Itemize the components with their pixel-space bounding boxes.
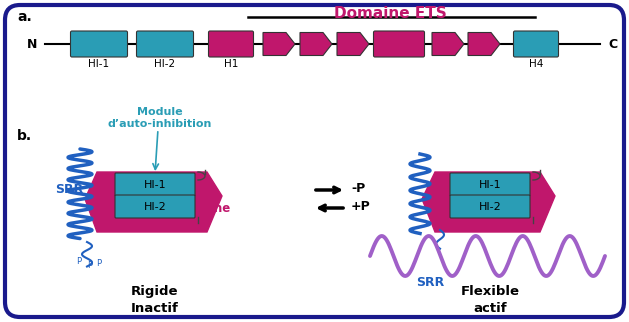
- Text: a.: a.: [17, 10, 31, 24]
- FancyBboxPatch shape: [136, 31, 194, 57]
- Text: HI-1: HI-1: [479, 179, 501, 190]
- Polygon shape: [422, 172, 555, 232]
- FancyBboxPatch shape: [208, 31, 253, 57]
- FancyBboxPatch shape: [374, 31, 425, 57]
- Text: Domaine ETS: Domaine ETS: [333, 6, 447, 21]
- Text: H1: H1: [224, 59, 238, 69]
- Text: +P: +P: [351, 201, 370, 213]
- FancyBboxPatch shape: [115, 173, 195, 196]
- Text: P: P: [87, 261, 92, 270]
- Polygon shape: [432, 33, 464, 55]
- FancyBboxPatch shape: [450, 173, 530, 196]
- FancyBboxPatch shape: [70, 31, 128, 57]
- Polygon shape: [263, 33, 295, 55]
- Text: b.: b.: [17, 129, 32, 143]
- Text: HI-1: HI-1: [143, 179, 166, 190]
- Text: -P: -P: [351, 182, 365, 194]
- FancyBboxPatch shape: [513, 31, 559, 57]
- Text: HI-2: HI-2: [155, 59, 175, 69]
- Polygon shape: [468, 33, 500, 55]
- Text: HI-2: HI-2: [479, 202, 501, 212]
- Text: N: N: [26, 37, 37, 51]
- FancyBboxPatch shape: [5, 5, 624, 317]
- FancyBboxPatch shape: [115, 195, 195, 218]
- Text: SRR: SRR: [55, 183, 83, 195]
- Polygon shape: [300, 33, 332, 55]
- Text: P: P: [96, 259, 101, 268]
- Text: Rigide
Inactif: Rigide Inactif: [131, 285, 179, 315]
- Text: C: C: [608, 37, 617, 51]
- Polygon shape: [337, 33, 369, 55]
- Text: P: P: [77, 257, 82, 266]
- FancyBboxPatch shape: [450, 195, 530, 218]
- Text: SRR: SRR: [416, 276, 444, 289]
- Text: Flexible
actif: Flexible actif: [460, 285, 520, 315]
- Text: H4: H4: [529, 59, 543, 69]
- Text: ETS
Domaine: ETS Domaine: [173, 186, 231, 215]
- Text: HI-1: HI-1: [89, 59, 109, 69]
- Text: HI-2: HI-2: [143, 202, 167, 212]
- Polygon shape: [85, 172, 222, 232]
- Text: Module
d’auto-inhibition: Module d’auto-inhibition: [108, 108, 212, 129]
